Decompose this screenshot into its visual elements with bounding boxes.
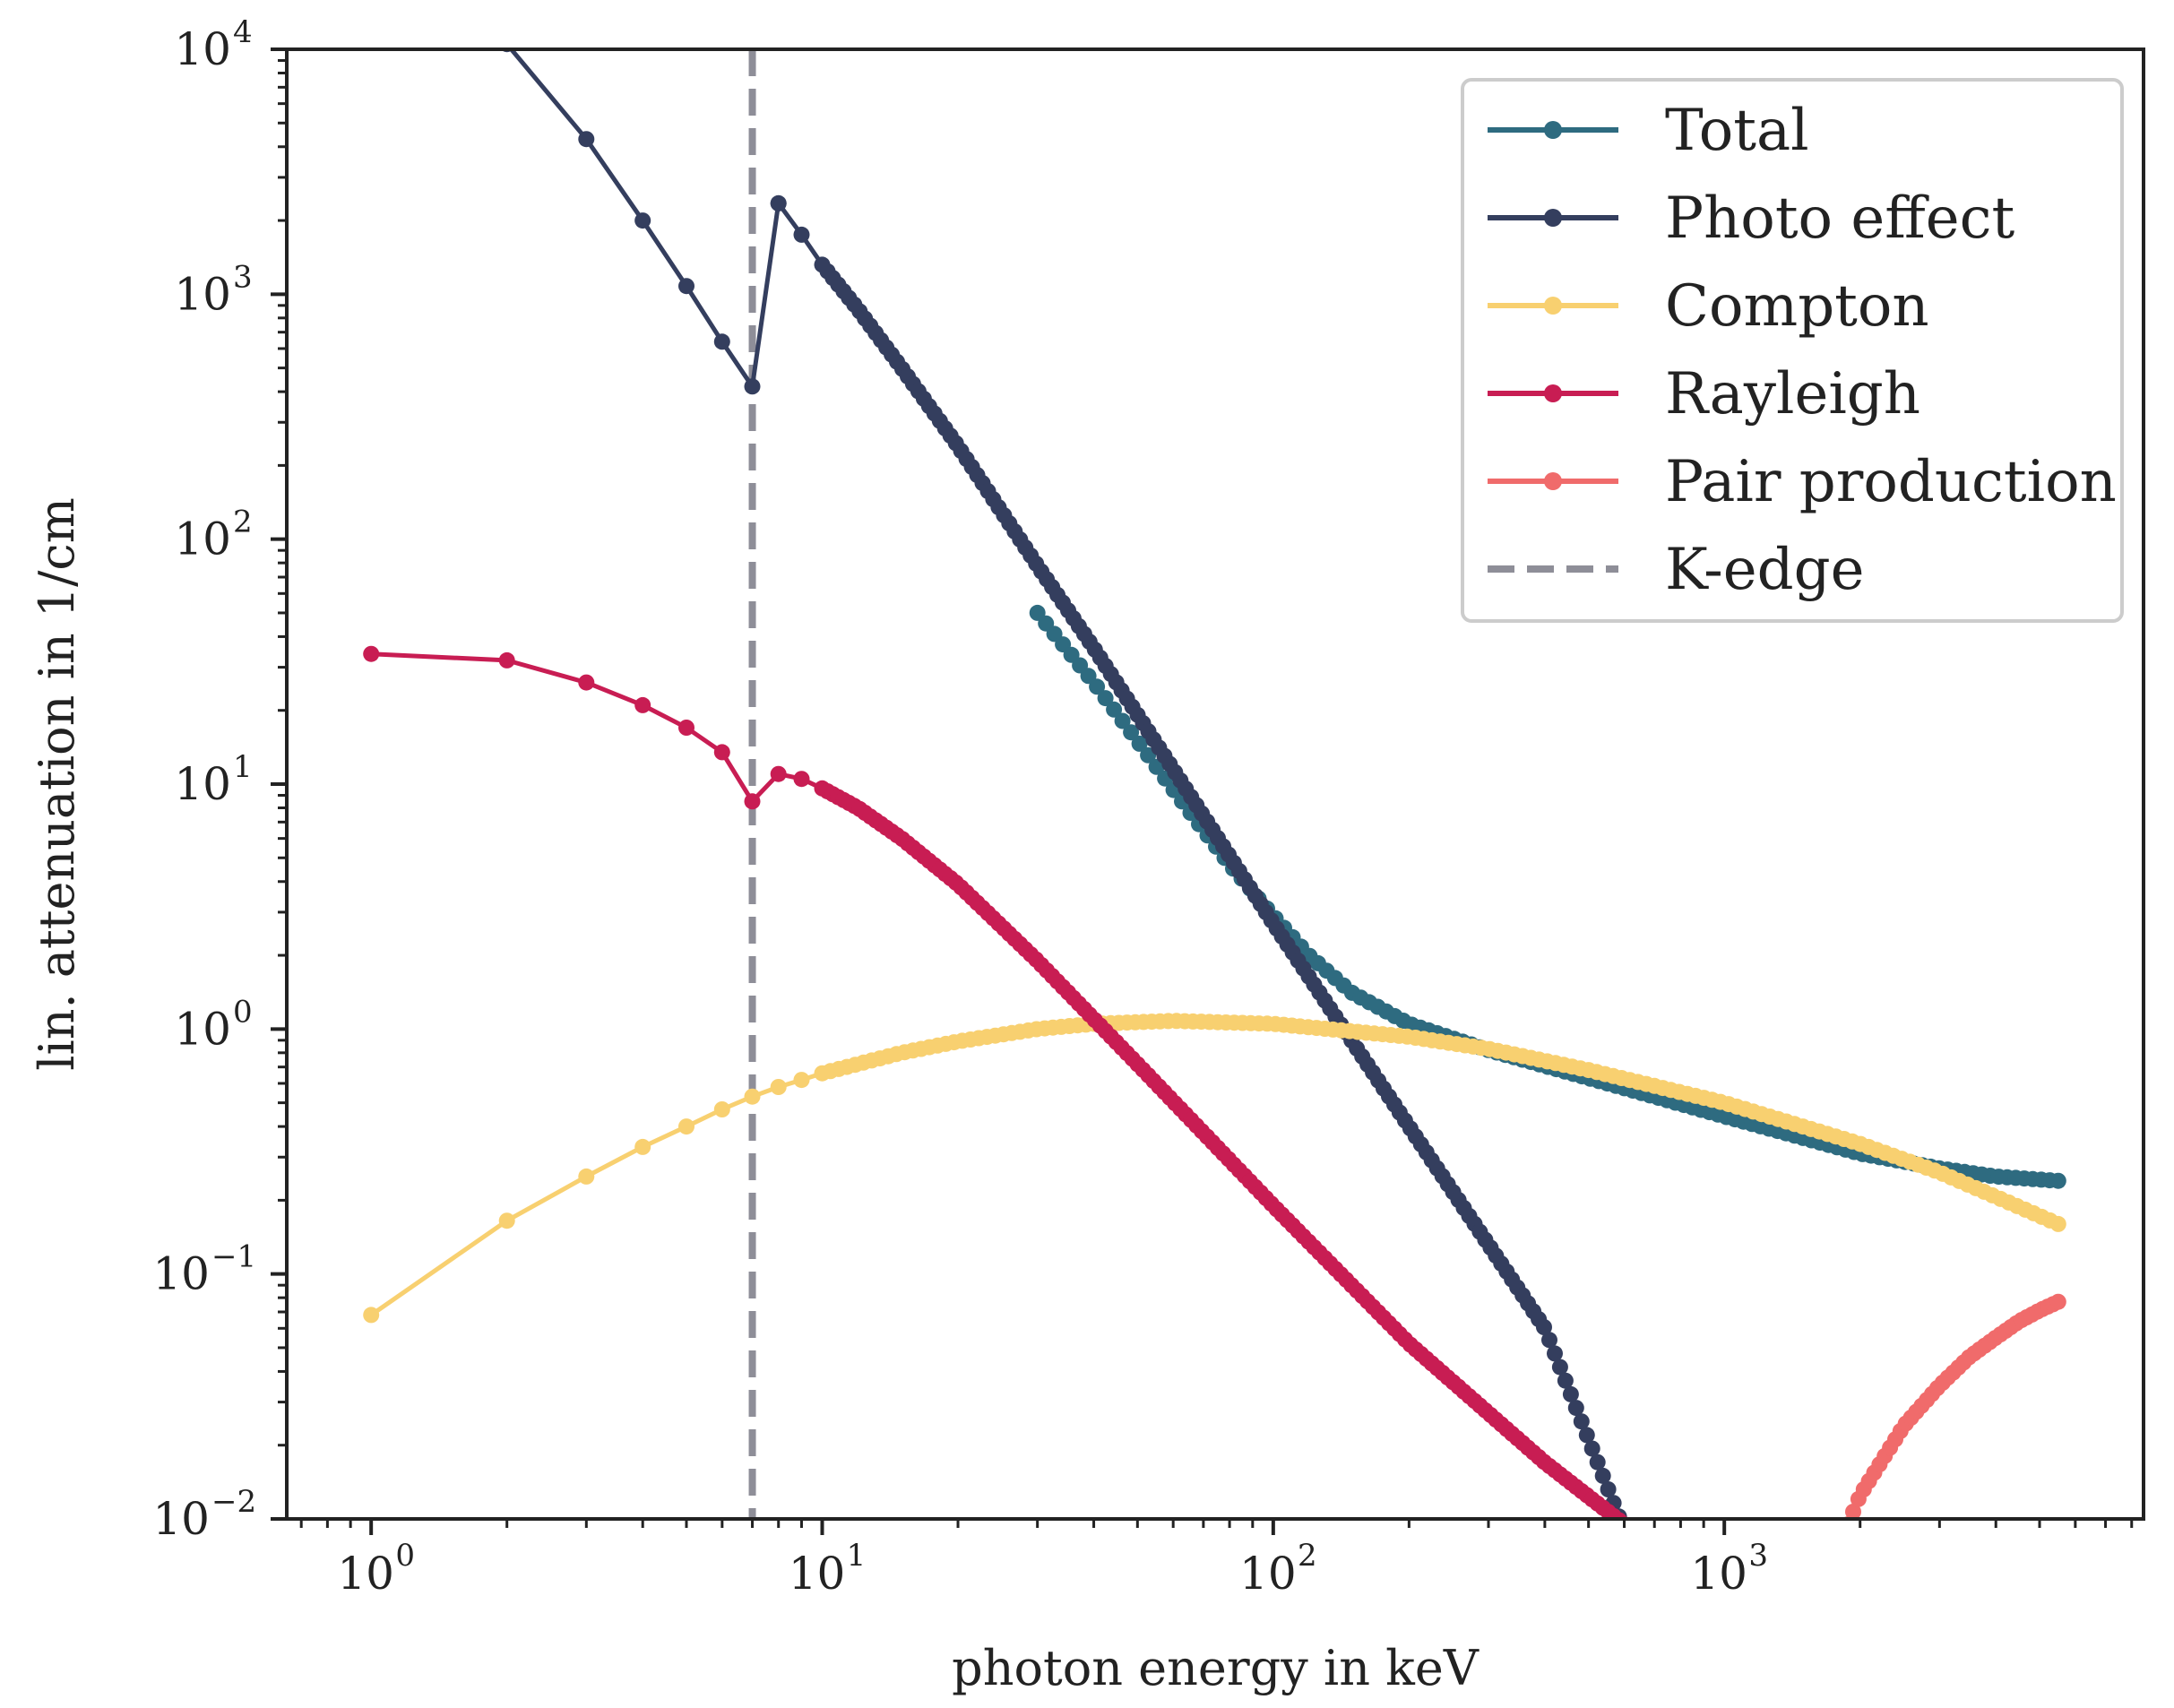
legend-marker [1544, 297, 1562, 315]
data-point-photo-effect [1562, 1385, 1579, 1402]
legend-label: K-edge [1665, 537, 1864, 603]
data-point-total [1089, 678, 1106, 695]
data-point-photo-effect [1573, 1413, 1590, 1430]
data-point-photo-effect [1589, 1454, 1606, 1471]
legend-label: Total [1665, 98, 1809, 164]
legend-item-pair-production: Pair production [1488, 449, 2117, 515]
x-tick-exponent: 1 [847, 1538, 867, 1574]
x-tick-label: 10 [789, 1548, 846, 1600]
y-tick-exponent: 2 [233, 505, 253, 540]
data-point-total [1106, 701, 1123, 718]
data-point-photo-effect [1551, 1359, 1568, 1376]
data-point-compton [713, 1101, 730, 1117]
axes-layer: 10 0 10 1 10 2 10 310 −210 −110 010 110 210 310 4 [152, 14, 2145, 1600]
legend-item-rayleigh: Rayleigh [1488, 361, 1920, 427]
data-point-rayleigh [744, 793, 761, 810]
data-point-photo-effect [1557, 1372, 1574, 1389]
data-point-photo-effect [1583, 1440, 1600, 1457]
x-tick-exponent: 3 [1748, 1538, 1768, 1574]
data-point-photo-effect [1541, 1332, 1557, 1349]
y-tick-exponent: 4 [233, 14, 253, 50]
data-point-total [1080, 668, 1097, 685]
data-point-photo-effect [744, 378, 761, 395]
y-tick-label: 10 [174, 23, 231, 75]
data-point-photo-effect [1600, 1481, 1617, 1497]
data-point-photo-effect [713, 333, 730, 350]
data-point-rayleigh [363, 645, 380, 662]
series-pair-production [1842, 1293, 2066, 1519]
data-point-photo-effect [793, 226, 810, 243]
data-point-pair-production [2049, 1293, 2066, 1310]
data-point-photo-effect [1594, 1467, 1611, 1484]
data-point-pair-production [1845, 1504, 1861, 1519]
data-point-photo-effect [578, 131, 595, 148]
legend-item-compton: Compton [1488, 273, 1929, 340]
data-point-rayleigh [713, 744, 730, 761]
data-point-compton [2049, 1215, 2066, 1232]
y-axis-title: lin. attenuation in 1/cm [29, 497, 85, 1071]
y-tick-exponent: 0 [233, 994, 253, 1030]
data-point-compton [363, 1307, 380, 1324]
data-point-total [2049, 1172, 2066, 1189]
data-point-photo-effect [1536, 1319, 1552, 1335]
x-tick-exponent: 2 [1298, 1538, 1317, 1574]
legend: Total Photo effect Compton Rayleigh Pair pro… [1461, 78, 2124, 623]
legend-label: Rayleigh [1665, 361, 1920, 427]
series-rayleigh [363, 645, 1631, 1519]
legend-label: Photo effect [1665, 185, 2014, 252]
x-tick-label: 10 [1239, 1548, 1297, 1600]
x-tick-label: 10 [337, 1548, 394, 1600]
data-point-rayleigh [770, 765, 787, 782]
legend-label: Pair production [1665, 449, 2117, 515]
legend-item-total: Total [1488, 98, 1809, 164]
data-point-rayleigh [678, 720, 694, 736]
data-point-rayleigh [634, 696, 651, 713]
data-point-photo-effect [634, 212, 651, 229]
data-point-total [1114, 712, 1131, 729]
series-photo-effect [500, 49, 1627, 1519]
legend-item-k-edge: K-edge [1488, 537, 1864, 603]
y-tick-label: 10 [152, 1248, 210, 1300]
data-point-rayleigh [793, 771, 810, 788]
y-tick-exponent: −1 [211, 1239, 256, 1275]
legend-marker [1544, 209, 1562, 227]
data-point-rayleigh [578, 674, 595, 691]
x-axis-title: photon energy in keV [952, 1640, 1480, 1696]
y-tick-exponent: −2 [211, 1484, 256, 1520]
y-tick-label: 10 [152, 1493, 210, 1545]
x-tick-exponent: 0 [395, 1538, 415, 1574]
data-point-compton [744, 1088, 761, 1105]
y-tick-exponent: 1 [233, 749, 253, 785]
y-tick-label: 10 [174, 758, 231, 810]
x-tick-label: 10 [1690, 1548, 1747, 1600]
data-point-photo-effect [1578, 1427, 1595, 1444]
data-point-compton [634, 1138, 651, 1155]
series-layer [363, 49, 2066, 1519]
data-point-compton [770, 1079, 787, 1095]
legend-box [1461, 78, 2124, 623]
data-point-total [1131, 735, 1148, 752]
legend-marker [1544, 121, 1562, 139]
data-point-photo-effect [770, 194, 787, 211]
legend-marker [1544, 384, 1562, 402]
data-point-photo-effect [1547, 1345, 1563, 1362]
y-tick-label: 10 [174, 513, 231, 565]
data-point-total [1123, 724, 1140, 741]
legend-label: Compton [1665, 273, 1929, 340]
y-tick-label: 10 [174, 1003, 231, 1055]
y-tick-exponent: 3 [233, 259, 253, 295]
legend-item-photo-effect: Photo effect [1488, 185, 2014, 252]
data-point-compton [793, 1072, 810, 1089]
data-point-compton [578, 1168, 595, 1185]
series-compton [363, 1013, 2066, 1324]
data-point-rayleigh [498, 651, 515, 669]
data-point-compton [678, 1118, 694, 1135]
data-point-compton [498, 1212, 515, 1229]
legend-marker [1544, 472, 1562, 490]
data-point-photo-effect [678, 278, 694, 295]
y-tick-label: 10 [174, 268, 231, 320]
data-point-total [1097, 690, 1114, 707]
data-point-photo-effect [1567, 1400, 1584, 1417]
